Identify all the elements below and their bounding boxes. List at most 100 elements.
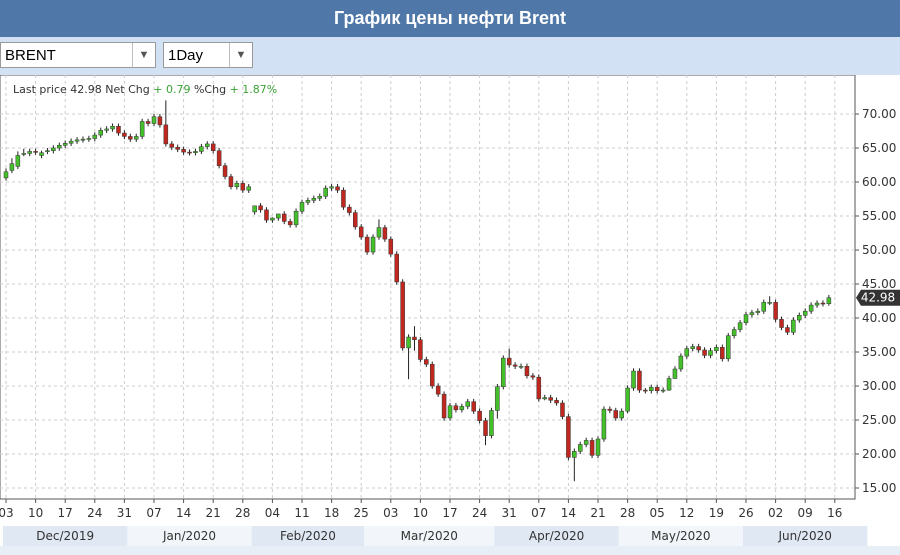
candle-body bbox=[755, 310, 761, 313]
last-price-tag-label: 42.98 bbox=[861, 291, 895, 305]
candle-body bbox=[773, 302, 778, 320]
candle-body bbox=[418, 339, 423, 360]
y-tick-label: 15.00 bbox=[862, 481, 896, 495]
x-tick-label: 19 bbox=[709, 506, 724, 520]
candle bbox=[128, 133, 133, 142]
candle bbox=[684, 345, 690, 359]
candle bbox=[767, 296, 772, 306]
candle-body bbox=[826, 297, 832, 304]
candle bbox=[353, 209, 358, 230]
candle-body bbox=[51, 147, 56, 151]
y-tick-label: 65.00 bbox=[862, 141, 896, 155]
candle-body bbox=[702, 349, 707, 356]
candle-body bbox=[329, 186, 334, 189]
candle-body bbox=[133, 136, 139, 140]
candle-body bbox=[808, 304, 814, 312]
x-tick-label: 21 bbox=[206, 506, 221, 520]
candle bbox=[459, 403, 465, 413]
candle-body bbox=[791, 319, 796, 333]
chevron-down-icon[interactable]: ▼ bbox=[229, 43, 252, 67]
candle bbox=[163, 100, 169, 147]
candle bbox=[181, 146, 186, 155]
candle bbox=[329, 184, 334, 191]
candle-body bbox=[696, 346, 701, 351]
x-tick-label: 11 bbox=[294, 506, 309, 520]
candle bbox=[305, 197, 311, 206]
price-info: Last price 42.98 Net Chg + 0.79 %Chg + 1… bbox=[13, 83, 277, 96]
x-tick-label: 25 bbox=[354, 506, 369, 520]
candle-body bbox=[400, 281, 405, 349]
candle bbox=[199, 143, 204, 155]
candle-body bbox=[441, 393, 447, 419]
y-tick-label: 50.00 bbox=[862, 243, 896, 257]
candle bbox=[643, 388, 648, 394]
candle-body bbox=[86, 138, 92, 140]
candle bbox=[9, 158, 15, 174]
candle-body bbox=[246, 186, 251, 191]
candle bbox=[731, 326, 737, 339]
x-tick-label: 03 bbox=[383, 506, 398, 520]
candle-body bbox=[501, 357, 506, 387]
candle-body bbox=[649, 387, 654, 392]
interval-select[interactable]: 1Day ▼ bbox=[163, 42, 253, 68]
candle-body bbox=[92, 134, 98, 139]
month-axis-footer bbox=[0, 546, 900, 555]
candle bbox=[447, 403, 453, 421]
candle bbox=[74, 137, 80, 144]
candle bbox=[814, 300, 820, 308]
y-tick-label: 60.00 bbox=[862, 175, 896, 189]
candle-body bbox=[660, 389, 666, 392]
candle-body bbox=[524, 366, 530, 377]
candle-body bbox=[281, 213, 287, 222]
candle bbox=[720, 344, 725, 362]
candle-body bbox=[489, 410, 494, 436]
candle bbox=[589, 437, 595, 459]
candle-body bbox=[382, 227, 388, 240]
x-tick-label: 10 bbox=[28, 506, 43, 520]
candle-body bbox=[749, 312, 755, 315]
candle bbox=[453, 403, 459, 413]
candle-body bbox=[287, 221, 293, 226]
candle-body bbox=[216, 150, 222, 166]
candle-body bbox=[364, 236, 370, 253]
candle-body bbox=[690, 346, 695, 349]
chart-title: График цены нефти Brent bbox=[0, 0, 900, 37]
candle bbox=[512, 362, 518, 369]
candle-body bbox=[577, 444, 583, 452]
candle bbox=[3, 168, 9, 181]
month-label: Mar/2020 bbox=[401, 529, 458, 543]
candle-body bbox=[341, 189, 346, 208]
candle-body bbox=[39, 152, 44, 156]
candle bbox=[187, 149, 192, 156]
candle-body bbox=[358, 226, 364, 238]
candle bbox=[151, 114, 157, 127]
month-band bbox=[364, 526, 495, 546]
chevron-down-icon[interactable]: ▼ bbox=[132, 43, 155, 67]
candle bbox=[293, 208, 299, 228]
candle-body bbox=[299, 202, 305, 212]
candle-body bbox=[222, 165, 228, 177]
candle bbox=[311, 195, 317, 204]
candle bbox=[808, 302, 814, 314]
candle-body bbox=[631, 370, 636, 389]
candle bbox=[370, 234, 376, 255]
candle-body bbox=[45, 150, 50, 152]
symbol-select[interactable]: BRENT ▼ bbox=[0, 42, 156, 68]
x-tick-label: 12 bbox=[679, 506, 694, 520]
x-tick-label: 28 bbox=[620, 506, 635, 520]
candle bbox=[364, 234, 370, 255]
candle bbox=[169, 141, 175, 151]
price-axis: 15.00 20.00 25.00 30.00 35.00 40.00 45.00 50.00… bbox=[855, 107, 896, 495]
y-tick-label: 35.00 bbox=[862, 345, 896, 359]
candle bbox=[755, 308, 761, 316]
candle bbox=[145, 118, 151, 127]
candle-body bbox=[678, 355, 684, 370]
candle bbox=[826, 294, 832, 306]
candle bbox=[702, 347, 707, 359]
candle-body bbox=[589, 440, 595, 456]
candle bbox=[471, 398, 476, 414]
price-chart[interactable]: 15.00 20.00 25.00 30.00 35.00 40.00 45.00 50.00… bbox=[0, 75, 900, 555]
candle bbox=[400, 279, 405, 351]
candle bbox=[216, 148, 222, 169]
interval-select-value: 1Day bbox=[168, 46, 204, 64]
